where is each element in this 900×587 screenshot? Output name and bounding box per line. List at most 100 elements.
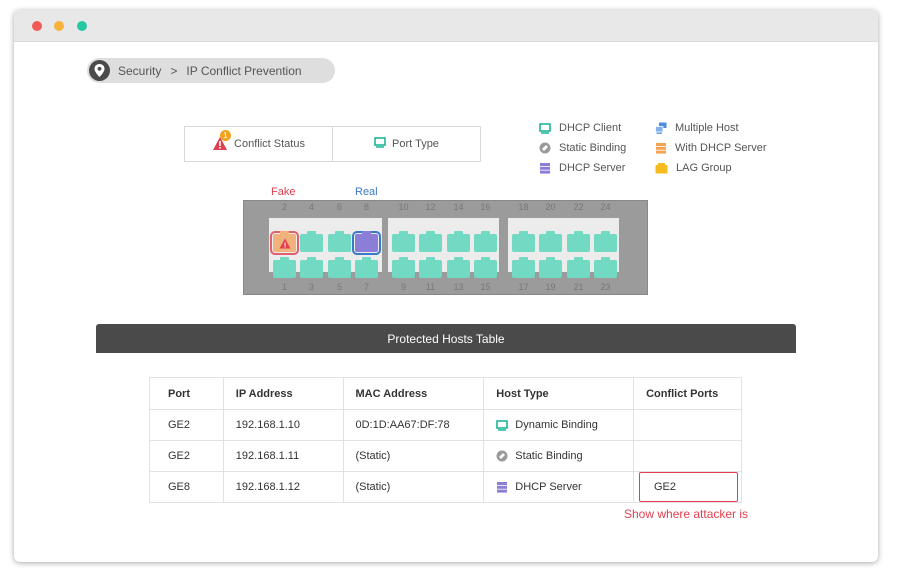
protected-hosts-table: Port IP Address MAC Address Host Type Co… <box>149 377 742 503</box>
cell-ip: 192.168.1.10 <box>222 409 344 441</box>
legend-with-dhcp-server: With DHCP Server <box>655 138 766 158</box>
switch-port-13[interactable] <box>447 257 470 278</box>
switch-port-17[interactable] <box>512 257 535 278</box>
legend-left: DHCP Client Static Binding DHCP Server <box>539 118 626 178</box>
dhcp-server-icon <box>497 482 508 493</box>
conflict-port-highlight[interactable]: GE2 <box>639 472 738 502</box>
switch-port-20[interactable] <box>539 231 562 252</box>
legend-right: Multiple Host With DHCP Server LAG Group <box>655 118 766 178</box>
switch-port-21[interactable] <box>567 257 590 278</box>
cell-port: GE8 <box>149 471 224 503</box>
legend-dhcp-server: DHCP Server <box>539 158 626 178</box>
location-pin-icon <box>89 60 110 81</box>
port-number-top: 4 <box>308 202 314 212</box>
legend-dhcp-client-label: DHCP Client <box>559 122 622 134</box>
breadcrumb: Security > IP Conflict Prevention <box>87 58 335 83</box>
port-number-bottom: 1 <box>281 282 287 292</box>
switch-port-11[interactable] <box>419 257 442 278</box>
breadcrumb-separator: > <box>170 63 178 78</box>
column-mac-address: MAC Address <box>342 377 485 410</box>
cell-port: GE2 <box>149 409 224 441</box>
static-binding-icon <box>496 450 508 462</box>
legend-multiple-host-label: Multiple Host <box>675 122 739 134</box>
title-bar <box>14 10 878 42</box>
switch-port-6[interactable] <box>328 231 351 252</box>
conflict-status-tab[interactable]: 1 Conflict Status <box>185 127 332 161</box>
port-number-top: 18 <box>518 202 529 212</box>
switch-port-15[interactable] <box>474 257 497 278</box>
switch-panel: ! 2 1 4 3 6 5 8 7 10 9 12 11 14 13 16 15 18 17 20 19 22 21 24 23 <box>243 200 648 295</box>
host-type-label: Dynamic Binding <box>515 419 598 431</box>
switch-port-16[interactable] <box>474 231 497 252</box>
legend-static-binding-label: Static Binding <box>559 142 627 154</box>
static-binding-icon <box>539 142 551 154</box>
table-row[interactable]: GE2 192.168.1.11 (Static) Static Binding <box>149 440 742 472</box>
port-number-top: 6 <box>336 202 342 212</box>
table-header-row: Port IP Address MAC Address Host Type Co… <box>149 377 742 410</box>
dhcp-client-icon <box>539 122 551 134</box>
port-number-top: 20 <box>545 202 556 212</box>
conflict-port-value: GE2 <box>654 481 677 493</box>
column-ip-address: IP Address <box>222 377 344 410</box>
switch-port-10[interactable] <box>392 231 415 252</box>
port-number-top: 2 <box>281 202 287 212</box>
switch-port-7[interactable] <box>355 257 378 278</box>
switch-port-4[interactable] <box>300 231 323 252</box>
port-number-top: 8 <box>363 202 369 212</box>
switch-port-2[interactable]: ! <box>270 231 299 255</box>
cell-port: GE2 <box>149 440 224 472</box>
monitor-icon <box>374 137 386 151</box>
port-number-top: 10 <box>398 202 409 212</box>
dhcp-server-icon <box>540 163 550 174</box>
real-port-label: Real <box>355 186 378 198</box>
host-type-label: Static Binding <box>515 450 583 462</box>
app-window: Security > IP Conflict Prevention 1 Confli… <box>14 10 878 562</box>
column-conflict-ports: Conflict Ports <box>633 377 742 410</box>
switch-port-22[interactable] <box>567 231 590 252</box>
cell-ip: 192.168.1.12 <box>222 471 344 503</box>
port-number-bottom: 13 <box>453 282 464 292</box>
cell-host-type: Static Binding <box>483 440 635 472</box>
switch-port-18[interactable] <box>512 231 535 252</box>
switch-port-14[interactable] <box>447 231 470 252</box>
switch-port-19[interactable] <box>539 257 562 278</box>
lag-group-icon <box>655 163 668 174</box>
conflict-warning-icon: 1 <box>212 130 232 152</box>
port-number-bottom: 7 <box>363 282 369 292</box>
host-type-label: DHCP Server <box>515 481 582 493</box>
switch-port-5[interactable] <box>328 257 351 278</box>
breadcrumb-security-link[interactable]: Security <box>118 63 162 78</box>
port-number-bottom: 21 <box>573 282 584 292</box>
switch-port-1[interactable] <box>273 257 296 278</box>
port-number-top: 22 <box>573 202 584 212</box>
legend-lag-group-label: LAG Group <box>676 162 732 174</box>
switch-port-23[interactable] <box>594 257 617 278</box>
maximize-window-button[interactable] <box>77 21 87 31</box>
view-mode-toggle: 1 Conflict Status Port Type <box>184 126 481 162</box>
conflict-status-label: Conflict Status <box>234 138 305 150</box>
port-number-top: 24 <box>600 202 611 212</box>
attacker-annotation: Show where attacker is <box>624 507 749 521</box>
port-number-bottom: 23 <box>600 282 611 292</box>
column-port: Port <box>149 377 224 410</box>
fake-port-label: Fake <box>271 186 296 198</box>
close-window-button[interactable] <box>32 21 42 31</box>
switch-port-24[interactable] <box>594 231 617 252</box>
port-type-tab[interactable]: Port Type <box>332 127 480 161</box>
cell-conflict <box>633 440 742 472</box>
legend-with-dhcp-server-label: With DHCP Server <box>675 142 767 154</box>
port-number-bottom: 3 <box>308 282 314 292</box>
switch-port-3[interactable] <box>300 257 323 278</box>
port-number-top: 12 <box>425 202 436 212</box>
minimize-window-button[interactable] <box>54 21 64 31</box>
switch-port-8[interactable] <box>352 231 381 255</box>
switch-port-12[interactable] <box>419 231 442 252</box>
multiple-host-icon <box>655 122 667 134</box>
port-number-bottom: 9 <box>400 282 406 292</box>
cell-host-type: Dynamic Binding <box>483 409 635 441</box>
table-row[interactable]: GE2 192.168.1.10 0D:1D:AA67:DF:78 Dynami… <box>149 409 742 441</box>
with-dhcp-server-icon <box>656 143 666 154</box>
fake-port-warning-mark: ! <box>284 243 286 250</box>
breadcrumb-current-page: IP Conflict Prevention <box>186 63 302 78</box>
switch-port-9[interactable] <box>392 257 415 278</box>
